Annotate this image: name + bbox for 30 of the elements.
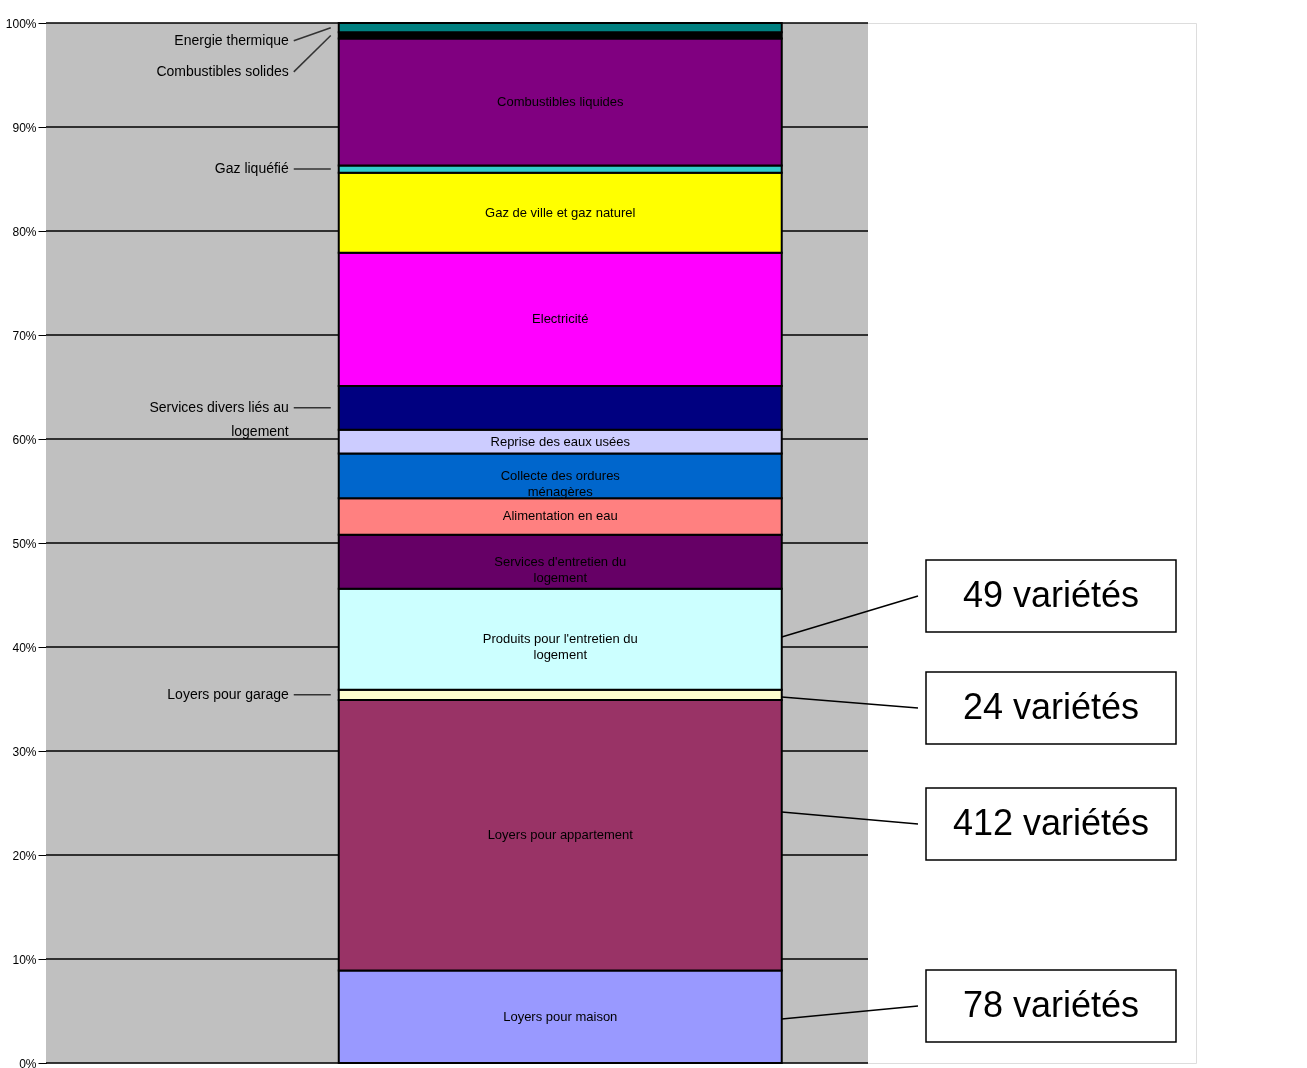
series-label: Loyers pour appartement xyxy=(487,827,634,843)
text: Services divers liés au logement xyxy=(149,398,289,439)
text: Combustibles solides xyxy=(156,62,289,79)
text: 412 variétés xyxy=(952,802,1150,843)
series-label: Loyers pour maison xyxy=(503,1008,618,1024)
text: Gaz liquéfié xyxy=(214,160,289,177)
series-label: Reprise des eaux usées xyxy=(490,433,631,449)
y-tick-label: 10% xyxy=(12,952,37,967)
series-label: Alimentation en eau xyxy=(502,508,618,524)
y-tick-label: 100% xyxy=(5,16,37,31)
y-tick-label: 30% xyxy=(12,744,37,759)
text: 24 variétés xyxy=(962,686,1140,727)
y-tick-label: 60% xyxy=(12,432,37,447)
series-label: Collecte des ordures ménagères xyxy=(500,467,621,499)
text: 49 variétés xyxy=(962,574,1140,615)
text: 78 variétés xyxy=(962,984,1140,1025)
series-label: Combustibles liquides xyxy=(497,94,624,110)
series-label: Electricité xyxy=(532,311,589,327)
y-tick-label: 90% xyxy=(12,120,37,135)
text: Energie thermique xyxy=(174,31,289,48)
y-tick-label: 50% xyxy=(12,536,37,551)
y-tick-label: 40% xyxy=(12,640,37,655)
series-label: Produits pour l'entretien du logement xyxy=(482,631,638,663)
text: Loyers pour garage xyxy=(167,685,289,702)
y-tick-label: 70% xyxy=(12,328,37,343)
y-tick-label: 0% xyxy=(19,1056,37,1068)
y-tick-label: 80% xyxy=(12,224,37,239)
series-label: Services d'entretien du logement xyxy=(494,553,627,585)
y-tick-label: 20% xyxy=(12,848,37,863)
series-label: Gaz de ville et gaz naturel xyxy=(485,204,636,220)
